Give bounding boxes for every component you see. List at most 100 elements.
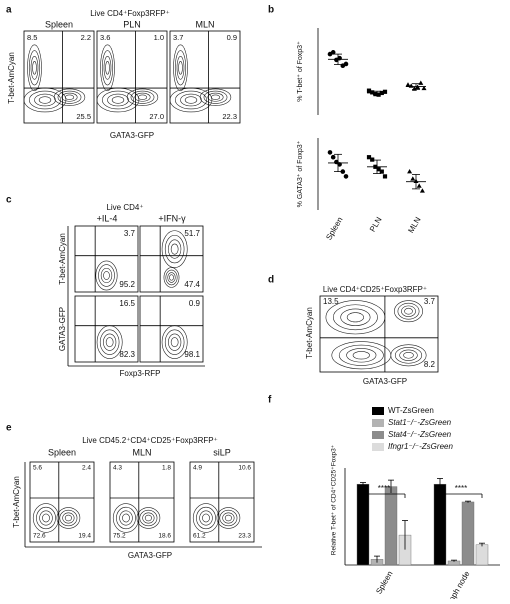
- contour: [173, 44, 188, 92]
- contour: [42, 513, 50, 523]
- contour: [53, 88, 86, 106]
- label: GATA3-GFP: [58, 307, 67, 351]
- legend-swatch: [372, 431, 384, 439]
- contour: [105, 61, 110, 75]
- contour: [64, 514, 72, 522]
- label: 51.7: [184, 229, 200, 238]
- contour: [168, 239, 182, 259]
- contour: [99, 329, 120, 355]
- label: PLN: [368, 215, 384, 233]
- contour: [126, 88, 159, 106]
- contour: [164, 329, 185, 355]
- contour: [170, 337, 179, 348]
- data-point: [370, 157, 375, 162]
- label: Live CD4⁺: [106, 203, 143, 212]
- contour: [101, 90, 135, 110]
- label: 47.4: [184, 280, 200, 289]
- contour: [112, 503, 140, 533]
- contour: [168, 333, 182, 351]
- significance-label: ****: [378, 484, 390, 493]
- contour: [62, 512, 75, 524]
- data-point: [421, 85, 427, 91]
- bar: [461, 501, 475, 566]
- contour: [36, 506, 56, 530]
- x-tick-label: Lymph node: [442, 569, 472, 599]
- data-point: [330, 50, 336, 55]
- label: PLN: [123, 19, 141, 29]
- label: T-bet-AmCyan: [305, 307, 314, 359]
- contour: [203, 90, 228, 104]
- contour: [222, 512, 235, 524]
- legend-swatch: [372, 419, 384, 427]
- label: 8.5: [27, 33, 37, 42]
- label: 82.3: [119, 350, 135, 359]
- contour: [394, 300, 423, 323]
- contour: [165, 269, 178, 286]
- contour: [61, 92, 78, 102]
- label: 95.2: [119, 280, 135, 289]
- label: 13.5: [323, 297, 339, 306]
- contour: [137, 94, 148, 100]
- contour: [163, 267, 180, 288]
- plot-frame: [189, 461, 255, 543]
- label: 2.4: [82, 465, 91, 472]
- label: MLN: [406, 215, 422, 234]
- contour: [103, 56, 112, 80]
- contour: [32, 61, 37, 75]
- label: 3.6: [100, 33, 110, 42]
- label: b: [268, 5, 274, 16]
- contour: [161, 230, 188, 268]
- data-point: [327, 150, 333, 155]
- plot-frame: [74, 295, 139, 363]
- contour: [346, 312, 364, 323]
- data-point: [379, 169, 384, 174]
- contour: [28, 90, 62, 110]
- contour: [176, 56, 185, 80]
- data-point: [366, 88, 372, 93]
- contour: [130, 90, 155, 104]
- contour: [180, 93, 202, 107]
- contour: [139, 509, 158, 527]
- contour: [178, 61, 183, 75]
- label: Live CD45.2⁺CD4⁺CD25⁺Foxp3RFP⁺: [82, 436, 218, 445]
- label: T-bet-AmCyan: [12, 476, 21, 528]
- contour: [167, 272, 176, 283]
- data-point: [330, 154, 336, 160]
- label: Live CD4⁺Foxp3RFP⁺: [90, 9, 170, 18]
- contour: [399, 349, 418, 361]
- contour: [119, 510, 133, 526]
- contour: [57, 90, 82, 104]
- label: T-bet-AmCyan: [58, 233, 67, 285]
- label: 3.7: [124, 229, 136, 238]
- label: 16.5: [119, 299, 135, 308]
- label: 4.9: [193, 465, 202, 472]
- label: a: [6, 5, 12, 16]
- label: 0.9: [189, 299, 201, 308]
- plot-frame: [139, 225, 204, 293]
- contour: [216, 507, 241, 529]
- contour: [401, 305, 416, 317]
- contour: [107, 93, 129, 107]
- legend-label: Stat1⁻/⁻-ZsGreen: [388, 418, 452, 427]
- data-point: [407, 169, 413, 174]
- contour: [28, 50, 41, 86]
- label: f: [268, 395, 272, 406]
- contour: [199, 510, 213, 526]
- data-point: [340, 169, 346, 174]
- data-point: [382, 89, 388, 94]
- label: % T-bet⁺ of Foxp3⁺: [296, 41, 304, 102]
- label: 0.9: [227, 33, 237, 42]
- label: 98.1: [184, 350, 200, 359]
- plot-frame: [29, 461, 95, 543]
- contour: [164, 234, 185, 264]
- plot-frame: [319, 295, 439, 373]
- legend-label: Ifngr1⁻/⁻-ZsGreen: [388, 442, 453, 451]
- label: T-bet-AmCyan: [7, 52, 16, 104]
- contour: [199, 88, 232, 106]
- contour: [394, 346, 423, 364]
- label: % GATA3⁺ of Foxp3⁺: [296, 140, 304, 207]
- label: 18.6: [158, 533, 171, 540]
- label: 27.0: [149, 112, 164, 121]
- contour: [95, 260, 118, 291]
